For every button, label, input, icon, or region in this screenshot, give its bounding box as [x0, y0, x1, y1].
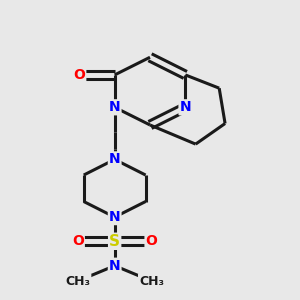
Text: O: O	[74, 68, 85, 82]
Text: CH₃: CH₃	[65, 274, 90, 287]
Text: N: N	[109, 210, 121, 224]
Text: O: O	[146, 234, 158, 248]
Text: O: O	[72, 234, 84, 248]
Text: N: N	[109, 100, 121, 114]
Text: N: N	[179, 100, 191, 114]
Text: S: S	[109, 234, 120, 249]
Text: N: N	[109, 152, 121, 167]
Text: CH₃: CH₃	[139, 274, 164, 287]
Text: N: N	[109, 259, 121, 273]
